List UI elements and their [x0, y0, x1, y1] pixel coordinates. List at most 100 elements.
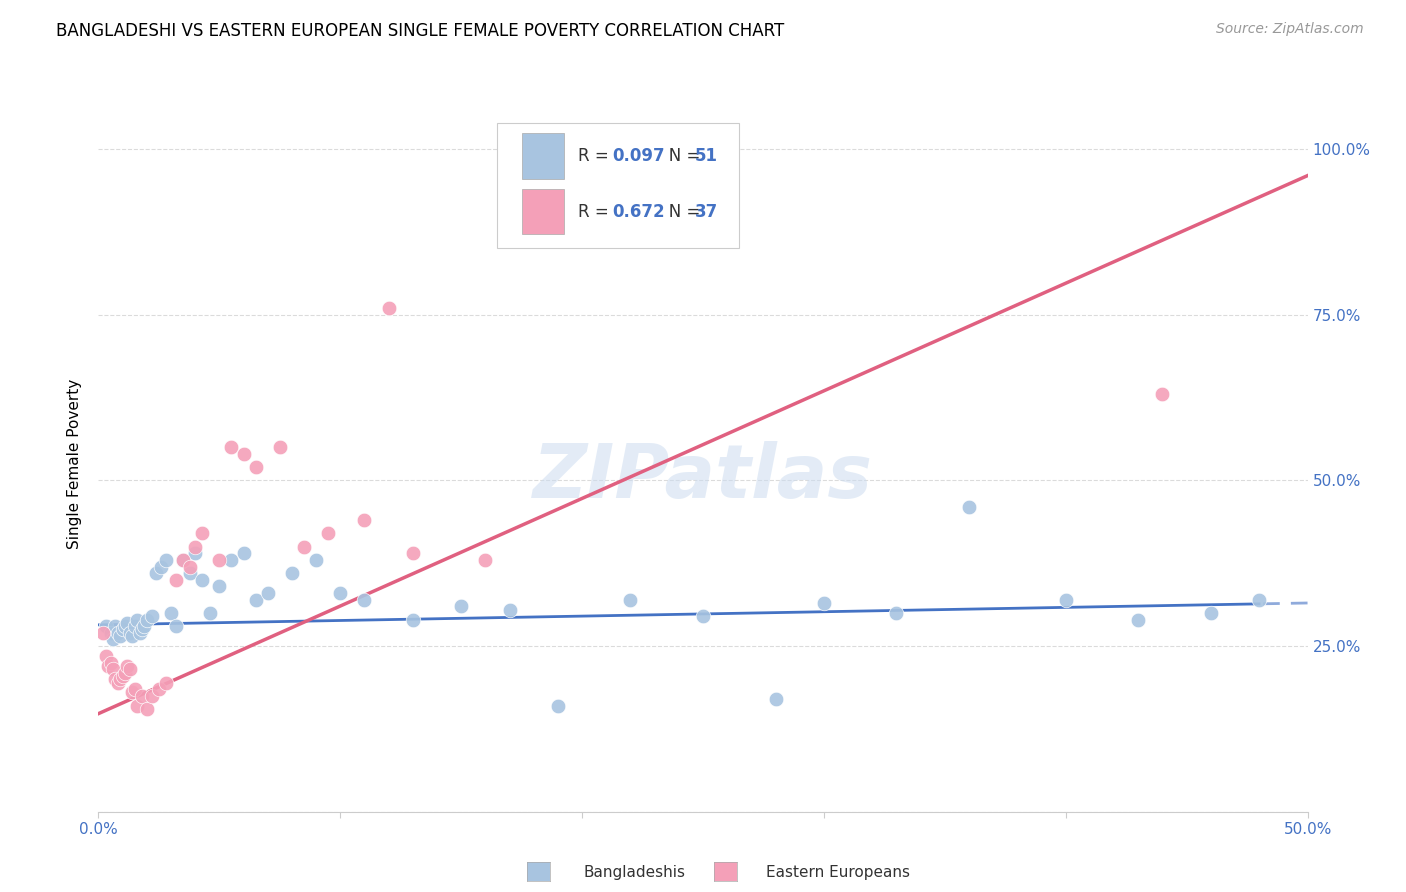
Text: ZIPatlas: ZIPatlas [533, 442, 873, 515]
Point [114, 619, 136, 633]
Point [402, 613, 425, 627]
Point [208, 579, 231, 593]
Point [141, 689, 163, 703]
Point [179, 559, 201, 574]
Point [165, 573, 187, 587]
Point [155, 553, 177, 567]
Point [172, 553, 194, 567]
Point [281, 566, 304, 581]
Point [450, 599, 472, 614]
Text: N =: N = [654, 147, 706, 165]
Text: 37: 37 [695, 202, 718, 220]
FancyBboxPatch shape [522, 189, 564, 235]
Point [1054, 592, 1077, 607]
Point [107, 675, 129, 690]
Point [107, 625, 129, 640]
Point [353, 592, 375, 607]
FancyBboxPatch shape [522, 134, 564, 178]
Point [131, 623, 153, 637]
Point [1199, 606, 1222, 620]
Point [127, 613, 149, 627]
Point [547, 698, 569, 713]
Point [198, 606, 221, 620]
Point [292, 540, 315, 554]
Text: BANGLADESHI VS EASTERN EUROPEAN SINGLE FEMALE POVERTY CORRELATION CHART: BANGLADESHI VS EASTERN EUROPEAN SINGLE F… [56, 22, 785, 40]
Point [94, 619, 117, 633]
Y-axis label: Single Female Poverty: Single Female Poverty [67, 379, 83, 549]
Point [97, 659, 120, 673]
Point [104, 672, 127, 686]
Point [135, 613, 157, 627]
Text: R =: R = [578, 202, 614, 220]
Point [1128, 613, 1150, 627]
Point [184, 540, 207, 554]
Point [474, 553, 496, 567]
Text: 0.672: 0.672 [613, 202, 665, 220]
Point [619, 592, 641, 607]
Point [108, 672, 131, 686]
Point [221, 553, 243, 567]
Point [101, 632, 124, 647]
Point [245, 592, 267, 607]
Point [111, 669, 134, 683]
Point [191, 573, 214, 587]
Point [124, 682, 146, 697]
Text: Bangladeshis: Bangladeshis [583, 865, 686, 880]
Point [155, 675, 177, 690]
Point [145, 566, 167, 581]
Text: Source: ZipAtlas.com: Source: ZipAtlas.com [1216, 22, 1364, 37]
Point [1152, 387, 1174, 401]
Point [172, 553, 194, 567]
Point [269, 440, 291, 454]
Point [208, 553, 231, 567]
Point [128, 625, 150, 640]
Point [111, 623, 134, 637]
Point [121, 629, 143, 643]
Point [402, 546, 425, 560]
Point [1249, 592, 1271, 607]
Point [141, 609, 163, 624]
FancyBboxPatch shape [498, 123, 740, 248]
Point [256, 586, 278, 600]
Point [104, 619, 127, 633]
Point [765, 692, 787, 706]
Point [101, 662, 124, 676]
Point [245, 460, 267, 475]
Point [91, 625, 114, 640]
Text: 51: 51 [695, 147, 717, 165]
Point [134, 619, 156, 633]
Point [498, 602, 520, 616]
Point [131, 689, 153, 703]
Point [232, 546, 254, 560]
Point [316, 526, 339, 541]
Point [232, 447, 254, 461]
Point [117, 659, 139, 673]
Point [121, 685, 143, 699]
Text: Eastern Europeans: Eastern Europeans [766, 865, 910, 880]
Text: R =: R = [578, 147, 614, 165]
Point [100, 656, 122, 670]
Point [160, 606, 183, 620]
Point [135, 702, 157, 716]
Point [100, 625, 122, 640]
Point [886, 606, 908, 620]
Point [127, 698, 149, 713]
Point [957, 500, 980, 514]
Point [148, 682, 170, 697]
Point [353, 513, 375, 527]
Point [329, 586, 352, 600]
Point [221, 440, 243, 454]
Point [184, 546, 207, 560]
Point [118, 625, 141, 640]
Point [305, 553, 328, 567]
Point [813, 596, 835, 610]
Point [692, 609, 714, 624]
Point [124, 619, 146, 633]
Point [165, 619, 187, 633]
Point [108, 629, 131, 643]
Point [150, 559, 173, 574]
Point [117, 615, 139, 630]
Text: N =: N = [654, 202, 706, 220]
Text: 0.097: 0.097 [613, 147, 665, 165]
Point [114, 665, 136, 680]
